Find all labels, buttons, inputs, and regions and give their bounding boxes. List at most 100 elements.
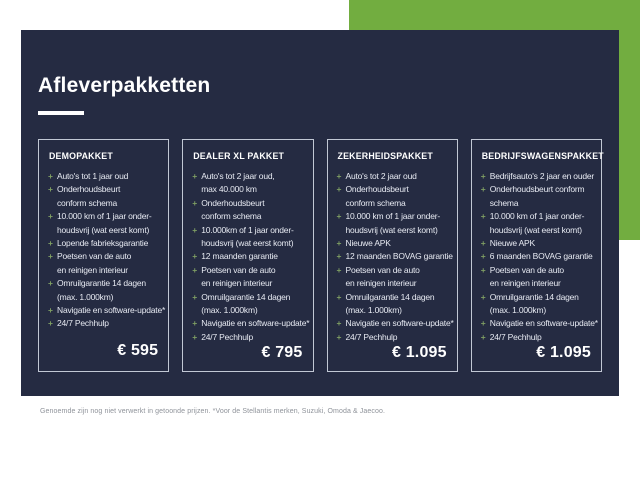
plus-bullet-icon: + [336,291,342,302]
package-feature: + Omruilgarantie 14 dagen (max. 1.000km) [48,277,160,304]
plus-bullet-icon: + [336,171,342,181]
package-price: € 595 [117,342,159,359]
package-feature: + 12 maanden garantie [192,250,304,263]
page-title: Afleverpakketten [38,74,211,97]
plus-bullet-icon: + [48,238,53,249]
package-feature-text: Onderhoudsbeurt conform schema [489,184,585,208]
package-feature: + Nieuwe APK [337,237,449,250]
package-feature: + 6 maanden BOVAG garantie [481,250,593,263]
package-feature-text: 12 maanden BOVAG garantie [345,251,454,262]
slide-panel: Afleverpakketten DEMOPAKKET + Auto's tot… [21,30,619,396]
plus-bullet-icon: + [192,291,198,302]
plus-bullet-icon: + [48,184,53,195]
plus-bullet-icon: + [192,331,198,342]
package-title: ZEKERHEIDSPAKKET [337,151,433,161]
plus-bullet-icon: + [336,238,342,249]
package-feature-text: Poetsen van de auto en reinigen interieu… [345,264,420,289]
package-feature: + 24/7 Pechhulp [48,317,160,330]
package-feature-text: Auto's tot 2 jaar oud [345,171,417,181]
plus-bullet-icon: + [336,184,342,195]
package-feature: + Lopende fabrieksgarantie [48,237,160,250]
package-feature-list: + Bedrijfsauto's 2 jaar en ouder + Onder… [480,170,598,344]
package-feature: + Poetsen van de auto en reinigen interi… [192,264,304,291]
package-feature: + Navigatie en software-update* [480,317,598,330]
package-feature-list: + Auto's tot 2 jaar oud + Onderhoudsbeur… [336,170,454,344]
plus-bullet-icon: + [192,224,198,235]
plus-bullet-icon: + [336,264,342,275]
plus-bullet-icon: + [192,318,198,329]
package-feature: + 10.000km of 1 jaar onder- houdsvrij (w… [192,224,304,251]
package-feature-text: Nieuwe APK [489,238,535,249]
package-feature-text: Omruilgarantie 14 dagen (max. 1.000km) [345,291,435,316]
package-feature-text: Poetsen van de auto en reinigen interieu… [57,251,132,275]
package-feature: + 24/7 Pechhulp [481,331,593,344]
plus-bullet-icon: + [48,171,53,181]
plus-bullet-icon: + [480,251,486,262]
plus-bullet-icon: + [192,197,198,208]
plus-bullet-icon: + [48,318,53,329]
package-title: DEMOPAKKET [49,151,113,161]
plus-bullet-icon: + [480,264,486,275]
package-feature-text: Navigatie en software-update* [489,318,598,329]
package-card: BEDRIJFSWAGENSPAKKET + Bedrijfsauto's 2 … [470,139,604,372]
package-feature: + Omruilgarantie 14 dagen (max. 1.000km) [481,291,593,318]
package-feature-text: Bedrijfsauto's 2 jaar en ouder [489,171,595,181]
package-price: € 795 [261,344,303,362]
package-title: DEALER XL PAKKET [193,151,285,161]
package-feature-text: Navigatie en software-update* [201,318,310,329]
package-card: DEMOPAKKET + Auto's tot 1 jaar oud + Ond… [38,139,170,372]
package-feature-text: Navigatie en software-update* [345,318,454,329]
plus-bullet-icon: + [192,171,198,181]
package-feature-text: Omruilgarantie 14 dagen (max. 1.000km) [201,291,291,316]
package-feature-text: Navigatie en software-update* [57,305,166,316]
package-feature-text: 10.000 km of 1 jaar onder- houdsvrij (wa… [57,211,152,235]
package-feature-text: 10.000 km of 1 jaar onder- houdsvrij (wa… [489,211,585,235]
plus-bullet-icon: + [336,318,342,329]
package-feature-list: + Auto's tot 1 jaar oud + Onderhoudsbeur… [48,170,165,331]
plus-bullet-icon: + [480,291,486,302]
package-feature-text: Omruilgarantie 14 dagen (max. 1.000km) [489,291,579,316]
plus-bullet-icon: + [48,251,53,262]
package-feature-text: 12 maanden garantie [201,251,278,262]
package-feature: + Onderhoudsbeurt conform schema [192,197,304,224]
plus-bullet-icon: + [480,184,486,195]
package-feature: + Poetsen van de auto en reinigen interi… [481,264,593,291]
package-feature: + Auto's tot 1 jaar oud [48,170,160,183]
package-feature: + Onderhoudsbeurt conform schema [481,183,593,210]
package-feature-text: 24/7 Pechhulp [489,331,542,342]
footnote-text: Genoemde zijn nog niet verwerkt in getoo… [40,408,386,415]
package-feature-text: 24/7 Pechhulp [57,318,109,329]
package-feature: + 10.000 km of 1 jaar onder- houdsvrij (… [337,210,449,237]
plus-bullet-icon: + [336,331,342,342]
plus-bullet-icon: + [480,331,486,342]
package-feature-text: Nieuwe APK [345,238,391,249]
package-feature-text: Poetsen van de auto en reinigen interieu… [201,264,276,289]
package-feature: + 10.000 km of 1 jaar onder- houdsvrij (… [48,210,160,237]
package-feature-text: 10.000km of 1 jaar onder- houdsvrij (wat… [201,224,294,249]
package-feature: + Onderhoudsbeurt conform schema [337,183,449,210]
package-feature-text: 6 maanden BOVAG garantie [489,251,593,262]
plus-bullet-icon: + [192,264,198,275]
plus-bullet-icon: + [480,211,486,222]
package-feature: + Poetsen van de auto en reinigen interi… [48,250,160,277]
package-feature: + 12 maanden BOVAG garantie [337,250,454,263]
plus-bullet-icon: + [48,211,53,222]
package-feature: + Nieuwe APK [481,237,593,250]
package-cards-row: DEMOPAKKET + Auto's tot 1 jaar oud + Ond… [38,139,604,372]
plus-bullet-icon: + [48,305,53,316]
package-feature-text: 24/7 Pechhulp [201,331,253,342]
package-feature: + Poetsen van de auto en reinigen interi… [337,264,449,291]
package-feature-list: + Auto's tot 2 jaar oud, max 40.000 km +… [192,170,309,344]
package-feature: + 24/7 Pechhulp [337,331,449,344]
package-feature: + Bedrijfsauto's 2 jaar en ouder [480,170,595,183]
package-feature-text: Omruilgarantie 14 dagen (max. 1.000km) [57,278,146,302]
package-feature: + Omruilgarantie 14 dagen (max. 1.000km) [192,291,304,318]
package-feature: + Omruilgarantie 14 dagen (max. 1.000km) [337,291,449,318]
package-card: DEALER XL PAKKET + Auto's tot 2 jaar oud… [182,139,314,372]
package-feature-text: Onderhoudsbeurt conform schema [345,184,409,208]
package-feature-text: Onderhoudsbeurt conform schema [201,197,265,222]
plus-bullet-icon: + [480,171,486,181]
plus-bullet-icon: + [480,318,486,329]
package-feature: + Auto's tot 2 jaar oud [337,170,449,183]
package-feature: + Onderhoudsbeurt conform schema [48,183,160,210]
